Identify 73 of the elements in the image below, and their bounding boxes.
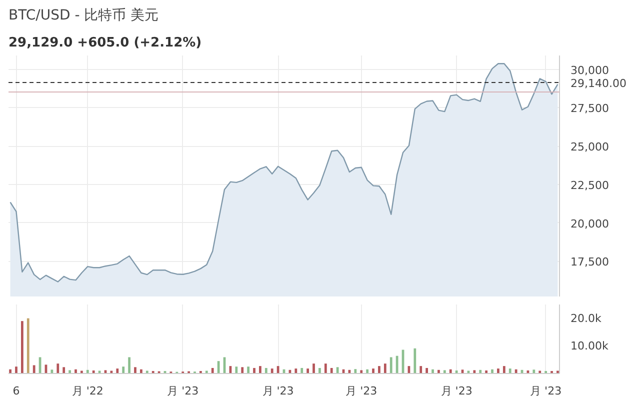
bar [366,369,368,374]
bar [497,368,500,374]
x-tick-label: 月 '23 [346,384,378,398]
bar [443,370,446,374]
bar [532,370,536,374]
bar [20,321,24,374]
bar [502,366,506,374]
bar [15,366,18,374]
bar [432,369,434,374]
bar [122,366,125,374]
bar [378,366,380,374]
bar [68,370,71,374]
x-tick-label: 月 '23 [530,384,562,398]
bar [134,367,136,374]
y-tick-label: 25,000 [570,140,609,154]
bar [390,357,392,374]
chart-title: BTC/USD - 比特币 美元 [8,8,159,24]
bar [420,366,422,374]
bar [514,369,518,374]
bar [116,368,119,374]
bar [80,370,83,374]
bar [306,368,309,374]
bar [146,370,148,374]
bar [128,357,130,374]
bar [32,365,36,374]
y-tick-label: 20.0k [570,312,602,325]
bar [491,369,494,374]
bar [270,368,274,374]
y-tick-label: 10.00k [570,339,609,352]
chart-subtitle: 29,129.0 +605.0 (+2.12%) [8,36,202,50]
bar [384,364,386,374]
bar [56,364,60,374]
y-tick-label: 22,500 [570,178,609,192]
bar [259,366,262,374]
bar [211,368,214,374]
x-tick-label: 月 '23 [440,384,472,398]
bar [253,368,256,374]
bar [372,368,374,374]
bar [140,369,142,374]
bar [312,364,315,374]
bar [9,369,12,374]
bar [62,367,66,374]
ref-line-label: 29,140.00 [570,77,626,90]
bar [330,368,333,374]
bar [426,368,428,374]
x-tick-label: 月 '22 [72,384,104,398]
bar [508,368,512,374]
bar [247,366,250,374]
x-tick-label: 6 [12,384,20,398]
bar [294,368,298,374]
y-tick-label: 20,000 [570,217,609,230]
bar [50,370,54,374]
bar [324,364,327,374]
bar [74,369,77,374]
bar [241,367,244,374]
bar [473,370,476,374]
bar [414,348,416,374]
y-tick-label: 17,500 [570,256,609,269]
y-tick-label: 27,500 [570,102,609,116]
bar [205,370,208,374]
x-tick-label: 月 '23 [262,384,294,398]
bar [556,370,559,374]
bar [300,368,304,374]
bar [318,368,321,374]
bar [449,369,452,374]
bar [26,318,30,374]
bar [264,368,268,374]
bar [235,366,238,374]
x-tick-label: 月 '23 [167,384,199,398]
bar [360,370,363,374]
bar [354,369,357,374]
y-tick-label: 30,000 [570,64,609,77]
bar [538,370,542,374]
